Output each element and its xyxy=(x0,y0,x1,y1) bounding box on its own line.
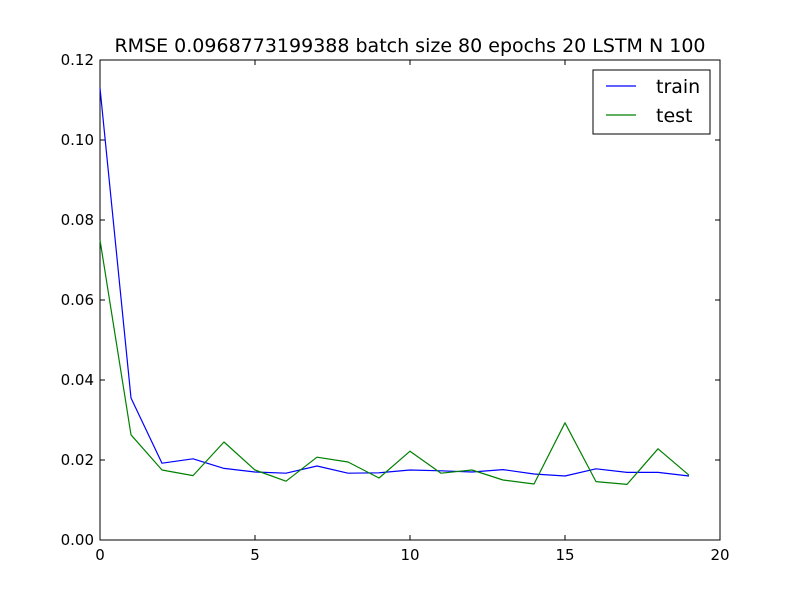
y-tick-label: 0.04 xyxy=(61,371,94,389)
y-tick-label: 0.06 xyxy=(61,291,94,309)
legend-label-test: test xyxy=(656,105,693,127)
x-tick-label: 0 xyxy=(95,546,105,564)
y-tick-label: 0.00 xyxy=(61,531,94,549)
x-tick-label: 15 xyxy=(555,546,574,564)
y-tick-label: 0.08 xyxy=(61,211,94,229)
y-tick-label: 0.12 xyxy=(61,51,94,69)
y-tick-label: 0.02 xyxy=(61,451,94,469)
x-tick-label: 20 xyxy=(710,546,729,564)
x-tick-label: 10 xyxy=(400,546,419,564)
x-tick-label: 5 xyxy=(250,546,260,564)
y-tick-label: 0.10 xyxy=(61,131,94,149)
chart-title: RMSE 0.0968773199388 batch size 80 epoch… xyxy=(114,35,705,57)
legend-box xyxy=(592,69,711,135)
series-line-train xyxy=(99,87,690,477)
legend-label-train: train xyxy=(656,76,700,98)
series-line-test xyxy=(99,239,690,485)
